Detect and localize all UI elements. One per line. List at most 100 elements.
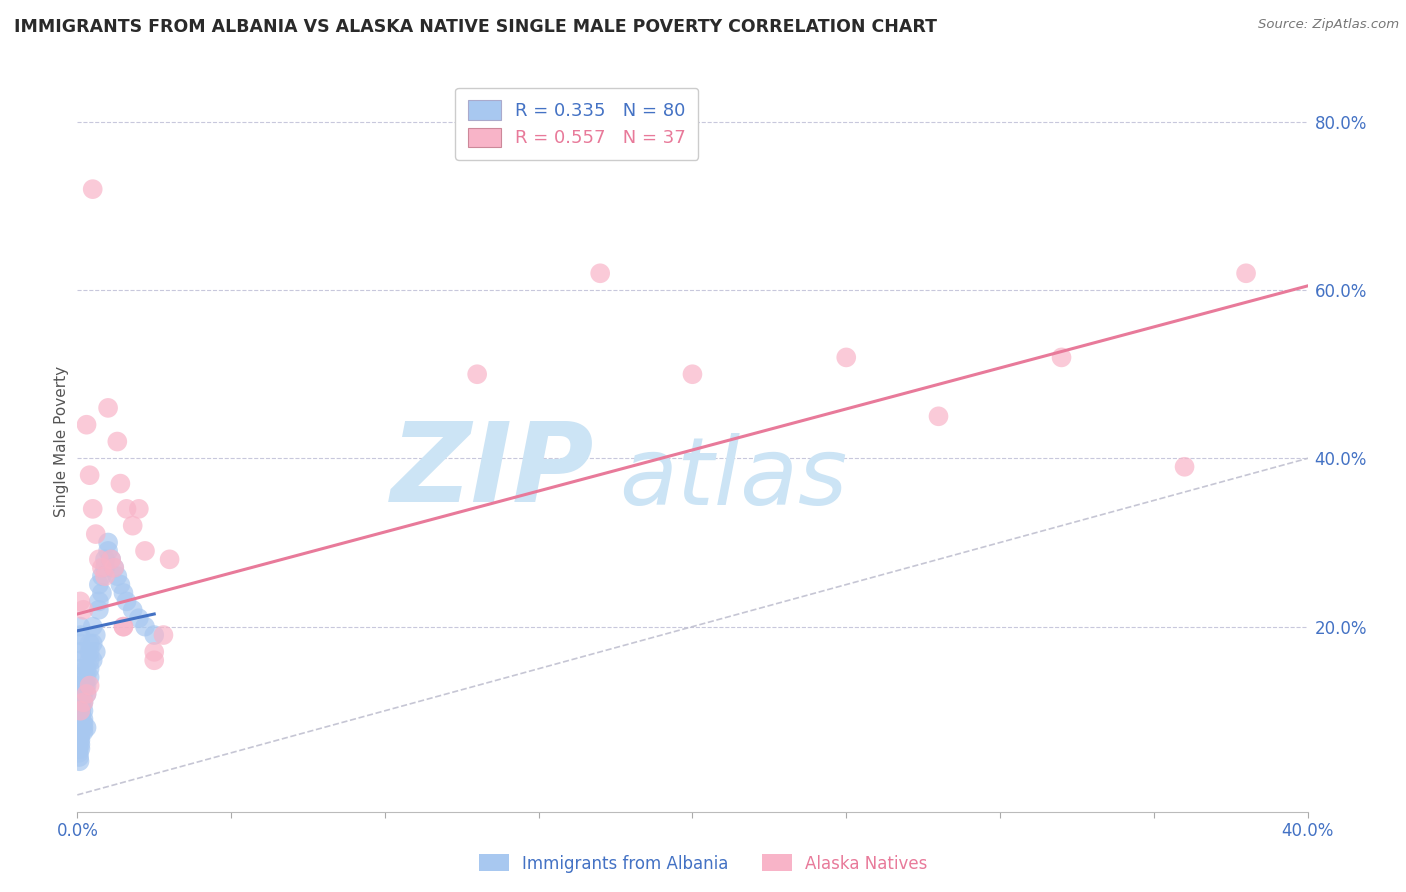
Point (69, 741, 91, 756)
Point (66, 721, 89, 735)
Text: Source: ZipAtlas.com: Source: ZipAtlas.com (1258, 18, 1399, 31)
Point (69, 628, 91, 642)
Point (100, 552, 122, 566)
Point (73, 679, 96, 693)
Point (134, 619, 156, 633)
Text: ZIP: ZIP (391, 417, 595, 524)
Point (110, 476, 132, 491)
Point (69, 724, 91, 739)
Point (100, 552, 122, 566)
Point (69, 733, 91, 747)
Point (87, 552, 110, 566)
Point (76, 721, 98, 735)
Point (70, 712, 93, 726)
Point (589, 266, 612, 280)
Point (112, 619, 135, 633)
Point (67, 738, 90, 752)
Point (76, 417, 98, 432)
Point (1234, 266, 1257, 280)
Point (76, 670, 98, 684)
Point (97, 544, 120, 558)
Point (1174, 459, 1197, 474)
Point (128, 501, 150, 516)
Point (72, 721, 94, 735)
Point (103, 560, 125, 574)
Point (67, 741, 90, 756)
Point (835, 351, 858, 365)
Point (152, 628, 174, 642)
Point (84, 645, 107, 659)
Point (90, 569, 114, 583)
Point (84, 628, 107, 642)
Point (82, 653, 104, 667)
Point (115, 594, 138, 608)
Point (121, 603, 143, 617)
Point (72, 712, 94, 726)
Point (79, 679, 101, 693)
Point (84, 527, 107, 541)
Point (110, 577, 132, 591)
Text: IMMIGRANTS FROM ALBANIA VS ALASKA NATIVE SINGLE MALE POVERTY CORRELATION CHART: IMMIGRANTS FROM ALBANIA VS ALASKA NATIVE… (14, 18, 936, 36)
Point (112, 619, 135, 633)
Text: atlas: atlas (619, 433, 846, 524)
Point (69, 619, 91, 633)
Point (72, 716, 94, 731)
Point (69, 679, 91, 693)
Point (76, 662, 98, 676)
Point (67, 750, 90, 764)
Legend: Immigrants from Albania, Alaska Natives: Immigrants from Albania, Alaska Natives (472, 847, 934, 880)
Point (70, 708, 93, 723)
Point (69, 721, 91, 735)
Point (105, 434, 128, 449)
Point (70, 704, 93, 718)
Point (70, 691, 93, 706)
Point (67, 729, 90, 743)
Point (82, 636, 104, 650)
Point (67, 733, 90, 747)
Point (69, 716, 91, 731)
Legend: R = 0.335   N = 80, R = 0.557   N = 37: R = 0.335 N = 80, R = 0.557 N = 37 (456, 87, 699, 160)
Point (69, 738, 91, 752)
Point (69, 594, 91, 608)
Point (67, 729, 90, 743)
Point (90, 560, 114, 574)
Point (69, 704, 91, 718)
Point (143, 645, 166, 659)
Point (72, 695, 94, 709)
Point (90, 586, 114, 600)
Point (82, 182, 104, 196)
Point (69, 712, 91, 726)
Point (72, 682, 94, 697)
Point (69, 704, 91, 718)
Point (82, 619, 104, 633)
Point (79, 636, 101, 650)
Point (94, 569, 117, 583)
Point (76, 687, 98, 701)
Point (112, 586, 135, 600)
Point (69, 695, 91, 709)
Point (79, 645, 101, 659)
Point (72, 695, 94, 709)
Point (69, 687, 91, 701)
Point (97, 535, 120, 549)
Point (72, 704, 94, 718)
Point (97, 401, 120, 415)
Point (928, 409, 950, 424)
Point (1050, 351, 1073, 365)
Point (67, 746, 90, 760)
Point (69, 645, 91, 659)
Point (143, 653, 166, 667)
Point (143, 628, 166, 642)
Point (159, 552, 181, 566)
Y-axis label: Single Male Poverty: Single Male Poverty (53, 366, 69, 517)
Point (79, 653, 101, 667)
Point (79, 662, 101, 676)
Point (82, 501, 104, 516)
Point (72, 687, 94, 701)
Point (72, 603, 94, 617)
Point (76, 687, 98, 701)
Point (134, 544, 156, 558)
Point (70, 687, 93, 701)
Point (76, 679, 98, 693)
Point (87, 577, 110, 591)
